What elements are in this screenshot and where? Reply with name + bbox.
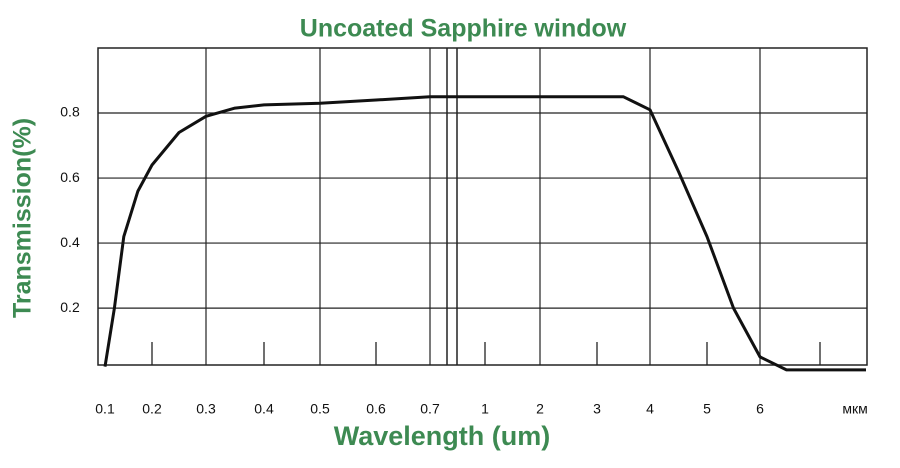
y-tick-label: 0.2 (60, 299, 80, 315)
x-tick-label: 1 (481, 401, 489, 417)
x-axis-label: Wavelength (um) (334, 421, 551, 451)
x-tick-label: 0.4 (254, 401, 274, 417)
x-tick-label: 2 (536, 401, 544, 417)
y-tick-label: 0.4 (60, 234, 80, 250)
x-tick-label: 6 (756, 401, 764, 417)
x-tick-label: 5 (703, 401, 711, 417)
x-tick-label: 0.5 (310, 401, 330, 417)
y-axis-label: Transmission(%) (9, 118, 37, 318)
x-tick-label: 0.1 (95, 401, 115, 417)
transmission-curve (103, 95, 866, 372)
plot-frame (97, 47, 868, 366)
x-unit-label: мкм (842, 401, 867, 417)
x-tick-label: 3 (593, 401, 601, 417)
x-tick-label: 0.3 (196, 401, 216, 417)
chart-title: Uncoated Sapphire window (300, 15, 627, 43)
x-tick-label: 0.7 (420, 401, 440, 417)
x-tick-label: 0.2 (142, 401, 162, 417)
y-tick-label: 0.8 (60, 104, 80, 120)
y-tick-label: 0.6 (60, 169, 80, 185)
x-tick-label: 4 (646, 401, 654, 417)
x-tick-label: 0.6 (366, 401, 386, 417)
